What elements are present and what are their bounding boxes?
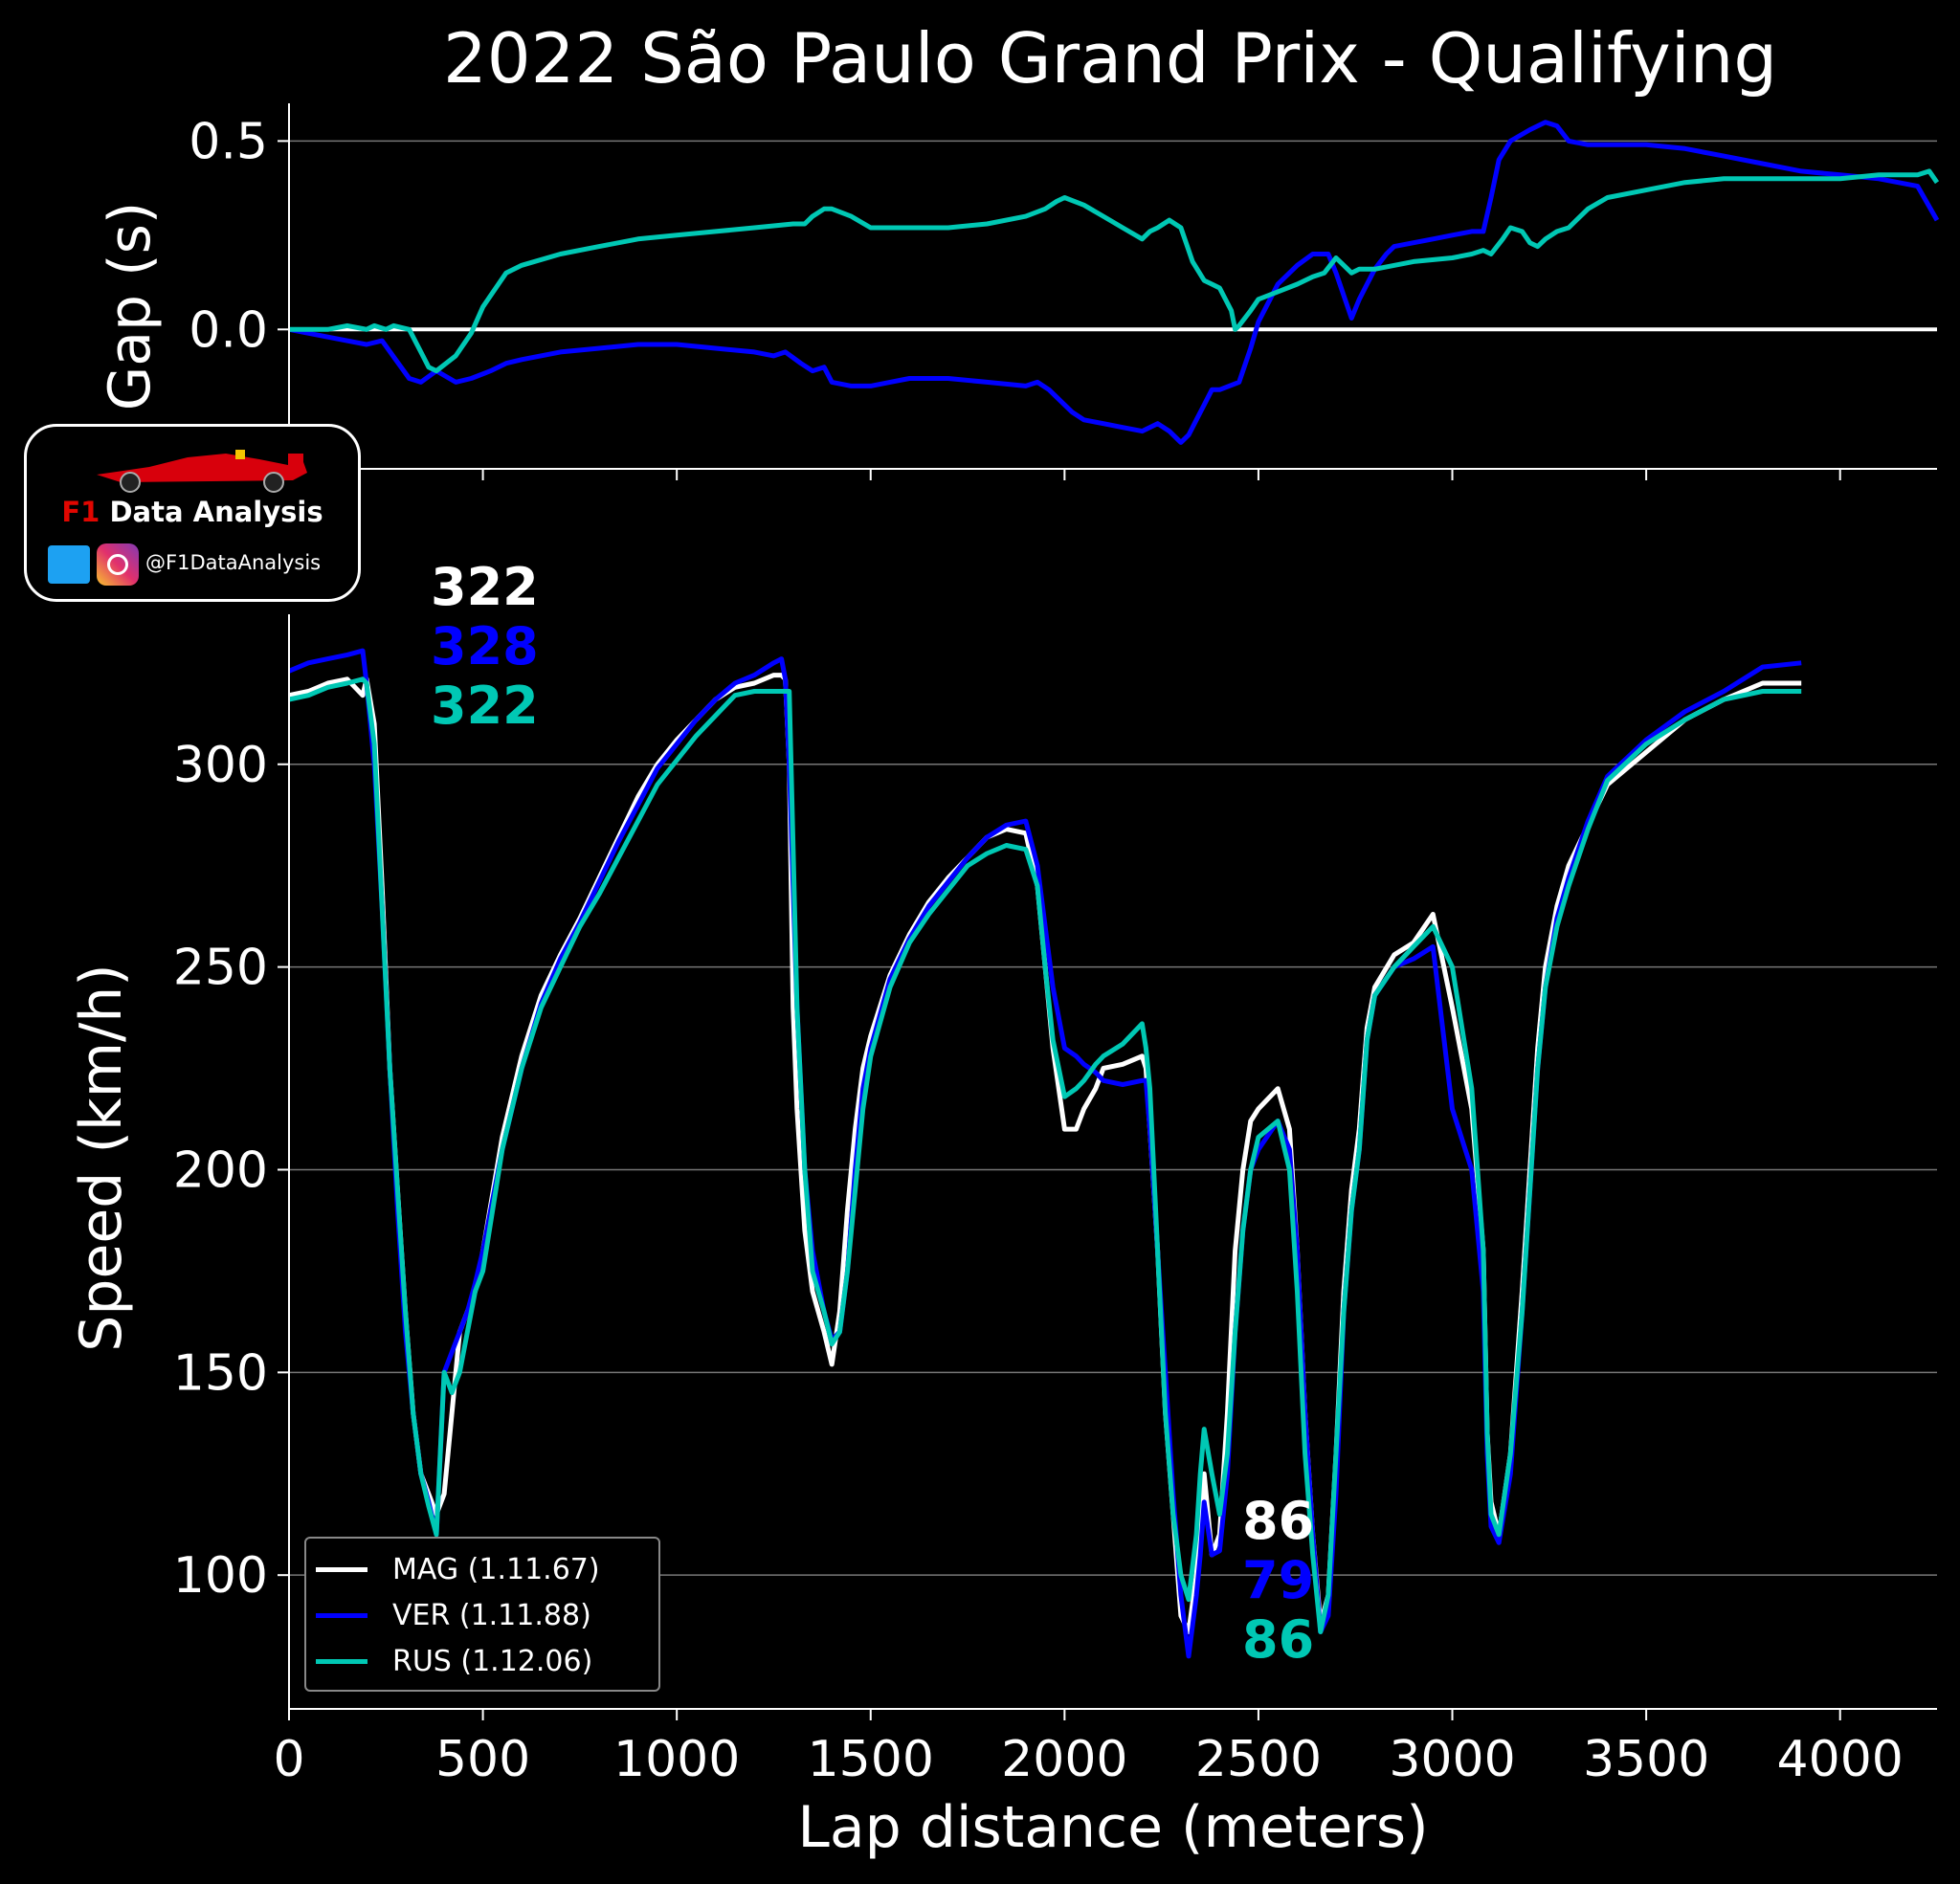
- min-speed-annotation-rus: 86: [1242, 1609, 1314, 1670]
- speed-y-tick-label: 150: [173, 1344, 268, 1402]
- speed-panel: 100 150 200 250 300 0 500 1000 1500 2000 2500 3000…: [68, 557, 1937, 1861]
- legend-swatch-mag: [316, 1566, 368, 1572]
- min-speed-annotation-mag: 86: [1242, 1491, 1314, 1551]
- chart-title: 2022 São Paulo Grand Prix - Qualifying: [443, 18, 1777, 99]
- speed-y-tick-label: 100: [173, 1547, 268, 1605]
- twitter-icon: [48, 545, 90, 584]
- gap-y-tick-label: 0.5: [189, 113, 268, 170]
- speed-y-tick-label: 200: [173, 1141, 268, 1199]
- legend: MAG (1.11.67) VER (1.11.88) RUS (1.12.06…: [304, 1537, 660, 1692]
- speed-x-ticks: 0 500 1000 1500 2000 2500 3000 3500 4000: [273, 1709, 1904, 1788]
- legend-label-mag: MAG (1.11.67): [392, 1552, 600, 1586]
- x-tick-label: 2000: [1001, 1731, 1127, 1788]
- speed-y-tick-label: 250: [173, 940, 268, 997]
- speed-line-rus: [288, 676, 1802, 1634]
- speed-series-group: [288, 648, 1802, 1659]
- speed-y-tick-label: 300: [173, 737, 268, 794]
- max-speed-annotation-ver: 328: [431, 616, 539, 676]
- speed-annotations: 322 328 322 86 79 86: [431, 557, 1314, 1670]
- min-speed-annotation-ver: 79: [1242, 1550, 1314, 1610]
- gap-line-ver: [288, 120, 1940, 445]
- legend-swatch-ver: [316, 1612, 368, 1618]
- legend-label-ver: VER (1.11.88): [392, 1598, 591, 1632]
- gap-x-ticks: [481, 469, 1841, 480]
- watermark-logo: F1 Data Analysis @F1DataAnalysis: [24, 424, 361, 602]
- instagram-icon: [97, 543, 139, 586]
- max-speed-annotation-mag: 322: [431, 557, 539, 617]
- legend-swatch-rus: [316, 1658, 368, 1664]
- legend-entry-mag: MAG (1.11.67): [316, 1550, 600, 1588]
- max-speed-annotation-rus: 322: [431, 676, 539, 736]
- speed-y-axis-label: Speed (km/h): [68, 964, 135, 1351]
- legend-label-rus: RUS (1.12.06): [392, 1644, 593, 1678]
- x-tick-label: 500: [435, 1731, 530, 1788]
- x-tick-label: 1000: [613, 1731, 740, 1788]
- gap-y-axis-label: Gap (s): [97, 202, 164, 411]
- legend-entry-ver: VER (1.11.88): [316, 1596, 591, 1634]
- x-tick-label: 1500: [808, 1731, 934, 1788]
- x-tick-label: 2500: [1195, 1731, 1322, 1788]
- gap-series-group: [288, 120, 1940, 445]
- x-tick-label: 3000: [1389, 1731, 1515, 1788]
- x-tick-label: 0: [273, 1731, 304, 1788]
- watermark-brand-prefix: F1: [61, 496, 100, 528]
- gap-y-tick-label: 0.0: [189, 301, 268, 359]
- gap-line-rus: [289, 168, 1940, 374]
- speed-y-ticks: 100 150 200 250 300: [173, 737, 289, 1605]
- watermark-brand: F1 Data Analysis: [27, 496, 358, 528]
- gap-y-ticks: 0.0 0.5: [189, 113, 289, 359]
- race-car-icon: [97, 450, 307, 493]
- speed-line-ver: [288, 648, 1802, 1659]
- watermark-brand-rest: Data Analysis: [100, 496, 323, 528]
- x-axis-label: Lap distance (meters): [797, 1794, 1428, 1861]
- legend-entry-rus: RUS (1.12.06): [316, 1642, 592, 1680]
- x-tick-label: 4000: [1777, 1731, 1904, 1788]
- gap-panel: 0.0 0.5 Gap (s): [97, 103, 1940, 480]
- x-tick-label: 3500: [1583, 1731, 1709, 1788]
- watermark-handle: @F1DataAnalysis: [145, 551, 322, 574]
